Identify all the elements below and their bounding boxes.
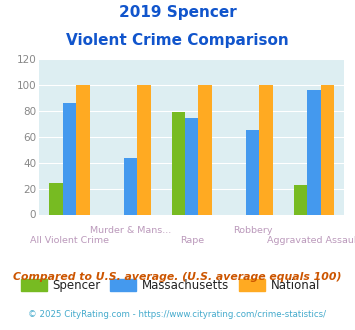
Text: Murder & Mans...: Murder & Mans... <box>90 226 171 235</box>
Bar <box>246 130 260 214</box>
Text: Aggravated Assault: Aggravated Assault <box>267 236 355 245</box>
Bar <box>321 85 334 214</box>
Bar <box>307 90 321 214</box>
Bar <box>124 158 137 214</box>
Bar <box>185 117 198 214</box>
Bar <box>171 113 185 214</box>
Bar <box>294 185 307 214</box>
Bar <box>198 85 212 214</box>
Bar <box>137 85 151 214</box>
Text: 2019 Spencer: 2019 Spencer <box>119 5 236 20</box>
Text: Robbery: Robbery <box>233 226 273 235</box>
Bar <box>49 183 63 214</box>
Text: © 2025 CityRating.com - https://www.cityrating.com/crime-statistics/: © 2025 CityRating.com - https://www.city… <box>28 310 327 319</box>
Bar <box>63 103 76 214</box>
Text: Rape: Rape <box>180 236 204 245</box>
Text: Violent Crime Comparison: Violent Crime Comparison <box>66 33 289 48</box>
Bar <box>260 85 273 214</box>
Text: Compared to U.S. average. (U.S. average equals 100): Compared to U.S. average. (U.S. average … <box>13 272 342 282</box>
Legend: Spencer, Massachusetts, National: Spencer, Massachusetts, National <box>21 279 320 292</box>
Text: All Violent Crime: All Violent Crime <box>30 236 109 245</box>
Bar <box>76 85 90 214</box>
